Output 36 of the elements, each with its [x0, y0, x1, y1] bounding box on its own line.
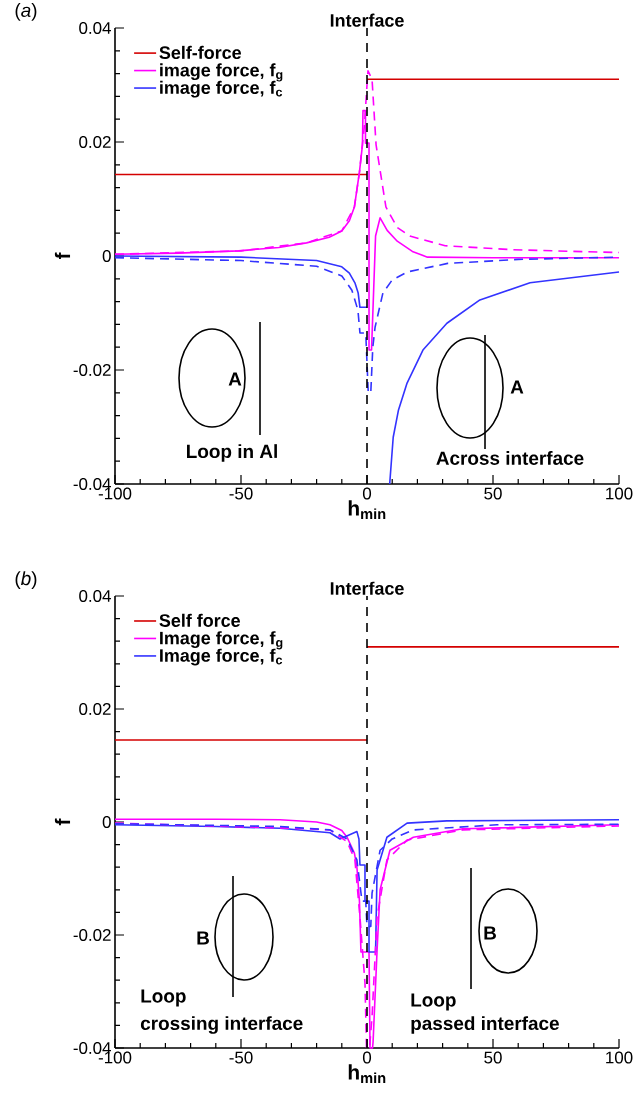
annotation: Loop in Al	[187, 444, 277, 462]
x-tick-label: -50	[229, 1051, 253, 1064]
x-tick-label: 50	[484, 1051, 502, 1064]
x-tick-label: 100	[606, 487, 633, 500]
y-tick-label: 0.04	[79, 22, 111, 34]
y-axis-title: f	[54, 252, 71, 260]
y-tick-label: 0.04	[79, 590, 111, 602]
chart-title: (a)	[15, 3, 37, 21]
legend-label: Self force	[159, 613, 240, 627]
ref-line-label: Interface	[330, 581, 404, 595]
y-tick-label: 0.02	[79, 703, 111, 715]
y-tick-label: -0.02	[73, 363, 111, 376]
x-tick-label: 0	[362, 487, 372, 500]
x-tick-label: -50	[229, 487, 253, 500]
x-tick-label: 0	[362, 1051, 372, 1064]
annotation: A	[228, 372, 242, 386]
x-tick-label: 50	[484, 487, 502, 500]
x-axis-title: h$_{min}$	[348, 1064, 386, 1084]
legend-label: Self-force	[159, 45, 241, 60]
x-axis-title: h$_{min}$	[348, 500, 386, 519]
annotation: A	[510, 380, 524, 394]
y-tick-label: -0.02	[73, 929, 111, 941]
annotation: B	[484, 926, 496, 940]
ref-line-label: Interface	[330, 13, 404, 27]
y-tick-label: 0	[102, 816, 111, 828]
y-axis-title: f	[54, 818, 71, 826]
y-tick-label: 0	[102, 249, 111, 262]
annotation: passed interface	[411, 1016, 559, 1034]
annotation: B	[197, 931, 209, 945]
annotation: Loop	[411, 993, 456, 1011]
annotation: Across interface	[436, 451, 584, 465]
annotation: crossing interface	[140, 1016, 303, 1034]
annotation: Loop	[141, 989, 186, 1007]
x-tick-label: 100	[606, 1051, 633, 1064]
y-tick-label: 0.02	[79, 135, 111, 148]
chart-title: (b)	[15, 571, 37, 589]
